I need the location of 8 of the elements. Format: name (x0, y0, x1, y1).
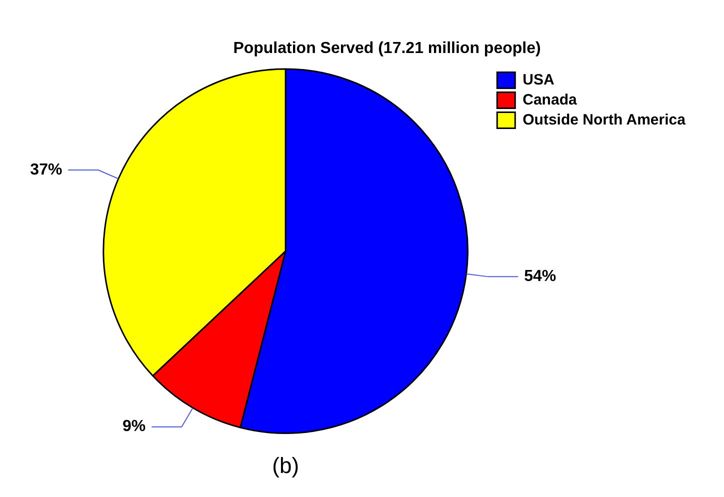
data-label: 54% (524, 268, 556, 286)
legend-label: USA (522, 71, 554, 88)
text: (b) (272, 453, 300, 478)
legend-label: Outside North America (522, 111, 686, 128)
legend-label: Canada (522, 91, 578, 108)
data-label: 9% (122, 418, 146, 436)
data-label: 37% (30, 161, 62, 178)
chart-title: Population Served (17.21 million people) (233, 40, 541, 58)
